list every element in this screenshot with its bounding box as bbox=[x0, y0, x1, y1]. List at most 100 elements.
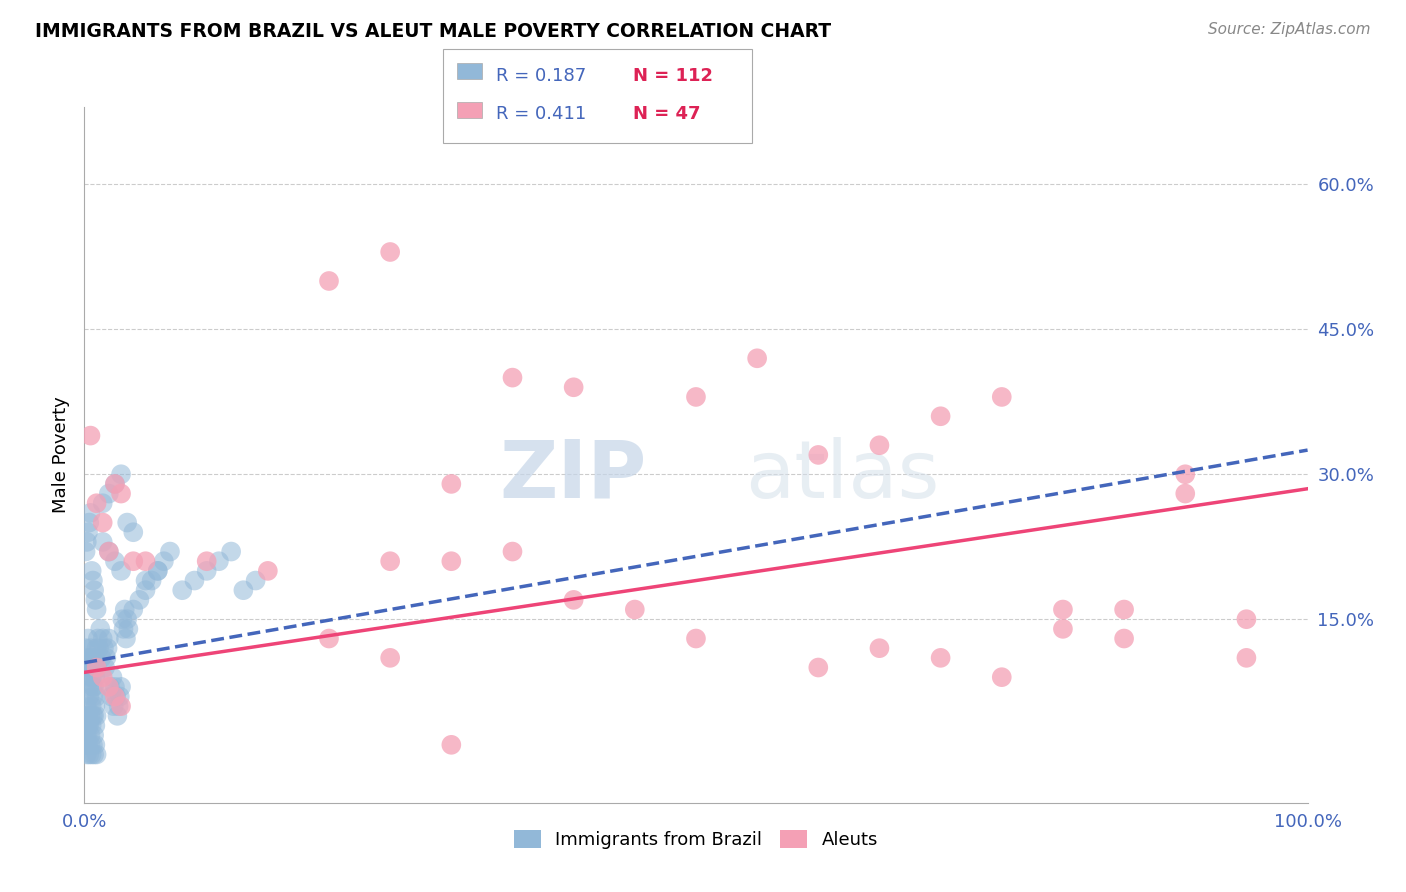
Text: atlas: atlas bbox=[745, 437, 939, 515]
Point bbox=[86, 660, 108, 674]
Point bbox=[80, 747, 103, 762]
Point bbox=[807, 660, 830, 674]
Text: IMMIGRANTS FROM BRAZIL VS ALEUT MALE POVERTY CORRELATION CHART: IMMIGRANTS FROM BRAZIL VS ALEUT MALE POV… bbox=[35, 22, 831, 41]
Point bbox=[117, 622, 139, 636]
Point bbox=[97, 680, 120, 694]
Point bbox=[115, 516, 138, 530]
Point bbox=[77, 525, 100, 540]
Point bbox=[104, 477, 127, 491]
Point bbox=[91, 632, 114, 646]
Point bbox=[84, 699, 107, 714]
Point bbox=[104, 680, 127, 694]
Point bbox=[76, 699, 98, 714]
Point bbox=[93, 641, 115, 656]
Point bbox=[80, 718, 103, 732]
Point bbox=[91, 535, 114, 549]
Point bbox=[79, 506, 101, 520]
Point bbox=[929, 651, 952, 665]
Point bbox=[685, 390, 707, 404]
Point bbox=[94, 660, 117, 674]
Point bbox=[75, 660, 97, 674]
Point bbox=[440, 554, 463, 568]
Point bbox=[562, 380, 585, 394]
Point bbox=[83, 708, 105, 723]
Point bbox=[257, 564, 280, 578]
Point bbox=[77, 690, 100, 704]
Point bbox=[86, 747, 108, 762]
Point bbox=[77, 680, 100, 694]
Point bbox=[97, 632, 120, 646]
Point bbox=[122, 554, 145, 568]
Point bbox=[76, 670, 98, 684]
Point bbox=[1052, 622, 1074, 636]
Point bbox=[110, 564, 132, 578]
Point bbox=[83, 680, 105, 694]
Point bbox=[747, 351, 769, 366]
Point bbox=[440, 477, 463, 491]
Point bbox=[172, 583, 194, 598]
Point bbox=[153, 554, 176, 568]
Point bbox=[77, 718, 100, 732]
Point bbox=[91, 516, 114, 530]
Text: R = 0.187: R = 0.187 bbox=[496, 67, 586, 85]
Point bbox=[1052, 602, 1074, 616]
Point bbox=[380, 651, 402, 665]
Point bbox=[91, 496, 114, 510]
Point bbox=[208, 554, 231, 568]
Point bbox=[107, 699, 129, 714]
Point bbox=[562, 592, 585, 607]
Point bbox=[75, 718, 97, 732]
Point bbox=[101, 670, 124, 684]
Point bbox=[79, 728, 101, 742]
Point bbox=[380, 244, 402, 259]
Point bbox=[82, 680, 104, 694]
Point bbox=[80, 670, 103, 684]
Point bbox=[869, 641, 891, 656]
Point bbox=[86, 602, 108, 616]
Point bbox=[1174, 467, 1197, 482]
Point bbox=[146, 564, 169, 578]
Point bbox=[80, 699, 103, 714]
Point bbox=[77, 632, 100, 646]
Y-axis label: Male Poverty: Male Poverty bbox=[52, 397, 70, 513]
Point bbox=[195, 564, 218, 578]
Point bbox=[76, 535, 98, 549]
Point bbox=[440, 738, 463, 752]
Point bbox=[104, 690, 127, 704]
Point bbox=[75, 738, 97, 752]
Text: N = 47: N = 47 bbox=[633, 105, 700, 123]
Point bbox=[76, 728, 98, 742]
Point bbox=[105, 690, 128, 704]
Point bbox=[79, 660, 101, 674]
Point bbox=[79, 428, 101, 442]
Text: Source: ZipAtlas.com: Source: ZipAtlas.com bbox=[1208, 22, 1371, 37]
Point bbox=[141, 574, 163, 588]
Point bbox=[1174, 486, 1197, 500]
Point bbox=[83, 583, 105, 598]
Point bbox=[318, 274, 340, 288]
Point bbox=[1236, 651, 1258, 665]
Point bbox=[135, 574, 157, 588]
Point bbox=[84, 738, 107, 752]
Point bbox=[77, 516, 100, 530]
Point bbox=[1236, 612, 1258, 626]
Point bbox=[991, 390, 1014, 404]
Point bbox=[135, 583, 157, 598]
Point bbox=[79, 708, 101, 723]
Point bbox=[245, 574, 267, 588]
Point bbox=[146, 564, 169, 578]
Point bbox=[624, 602, 647, 616]
Point bbox=[84, 592, 107, 607]
Point bbox=[83, 660, 105, 674]
Point bbox=[115, 612, 138, 626]
Point bbox=[84, 670, 107, 684]
Point bbox=[76, 651, 98, 665]
Point bbox=[86, 708, 108, 723]
Point bbox=[79, 738, 101, 752]
Point bbox=[77, 651, 100, 665]
Point bbox=[100, 690, 122, 704]
Point bbox=[219, 544, 242, 558]
Point bbox=[183, 574, 205, 588]
Point bbox=[82, 738, 104, 752]
Point bbox=[98, 680, 121, 694]
